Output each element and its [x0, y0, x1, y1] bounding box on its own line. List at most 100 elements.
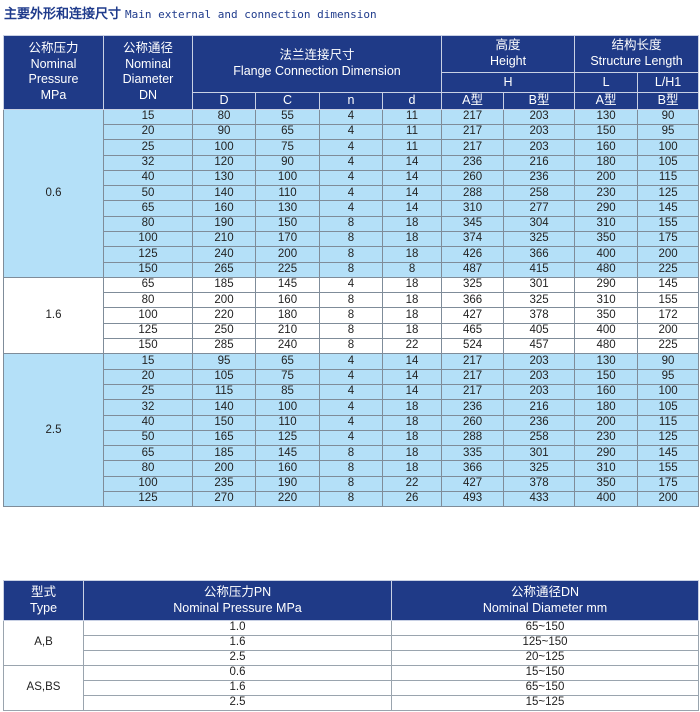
data-cell: 8	[319, 460, 383, 477]
data-cell: 150	[574, 123, 639, 141]
data-cell: 465	[441, 322, 505, 340]
table-row: 80 200 160 8 18 366 325 310 155	[4, 292, 700, 309]
table-row: 2.5 15 95 65 4 14 217 203 130 90	[3, 353, 700, 508]
header-text: 公称压力	[28, 41, 79, 56]
data-cell: 145	[637, 445, 700, 462]
data-cell: 180	[574, 154, 639, 171]
data-cell: 4	[319, 200, 383, 217]
subheader-cell: A型	[441, 92, 505, 110]
data-cell: 40	[103, 169, 193, 187]
data-cell: 110	[255, 414, 320, 431]
data-cell: 230	[574, 185, 639, 202]
data-cell: 18	[381, 399, 443, 416]
data-cell: 145	[637, 200, 700, 217]
data-cell: 4	[319, 414, 383, 431]
data-cell: 250	[192, 322, 256, 340]
data-cell: 185	[192, 445, 256, 462]
data-cell: 258	[503, 185, 576, 202]
data-cell: 11	[381, 139, 443, 156]
table-row: 1.6 65~150	[4, 680, 699, 696]
table-row: 2.5 15~125	[4, 695, 699, 711]
data-cell: 325	[503, 460, 576, 477]
header-text: MPa	[40, 87, 67, 102]
header-H: H	[441, 72, 576, 93]
data-cell: 426	[441, 246, 505, 263]
data-cell: 200	[192, 460, 256, 477]
data-cell: 125	[637, 185, 700, 202]
data-cell: 270	[192, 491, 256, 508]
data-cell: 105	[637, 399, 700, 416]
subheader-cell: n	[319, 92, 383, 110]
data-cell: 105	[192, 368, 256, 385]
data-cell: 15~125	[391, 695, 699, 711]
data-cell: 8	[319, 475, 383, 493]
data-cell: 236	[503, 414, 576, 431]
data-cell: 265	[192, 261, 256, 278]
data-cell: 8	[319, 322, 383, 340]
data-cell: 100	[103, 230, 193, 248]
data-cell: 203	[503, 368, 576, 385]
data-cell: 220	[192, 307, 256, 324]
data-cell: 14	[381, 353, 443, 370]
header-text: Nominal Diameter mm	[482, 600, 608, 615]
data-cell: 288	[441, 185, 505, 202]
data-cell: 80	[192, 108, 256, 125]
data-cell: 140	[192, 399, 256, 416]
data-cell: 8	[319, 246, 383, 263]
data-cell: 125	[103, 491, 193, 508]
data-cell: 65	[103, 276, 193, 294]
data-cell: 65~150	[391, 620, 699, 636]
data-cell: 150	[255, 215, 320, 233]
data-cell: 236	[441, 399, 505, 416]
data-cell: 200	[574, 414, 639, 431]
data-cell: 8	[319, 215, 383, 233]
header-text: Flange Connection Dimension	[233, 64, 401, 78]
data-cell: 26	[381, 491, 443, 508]
data-cell: 18	[381, 215, 443, 233]
header-text: DN	[138, 87, 158, 102]
data-cell: 350	[574, 475, 639, 493]
header-text: Height	[489, 54, 527, 68]
table-row: 125 250 210 8 18 465 405 400 200	[4, 322, 700, 340]
data-cell: 374	[441, 230, 505, 248]
data-cell: 14	[381, 368, 443, 385]
header-text: 型式	[30, 584, 56, 599]
data-cell: 75	[255, 139, 320, 156]
data-cell: 32	[103, 399, 193, 416]
data-cell: 18	[381, 276, 443, 294]
data-cell: 200	[574, 169, 639, 187]
data-cell: 22	[381, 475, 443, 493]
table-row: 100 235 190 8 22 427 378 350 175	[4, 475, 700, 493]
data-cell: 150	[103, 261, 193, 278]
data-cell: 277	[503, 200, 576, 217]
data-cell: 130	[574, 108, 639, 125]
data-cell: 100	[255, 169, 320, 187]
data-cell: 18	[381, 460, 443, 477]
header-text: Nominal	[30, 56, 77, 71]
table-row: 1.6 125~150	[4, 635, 699, 651]
data-cell: 4	[319, 139, 383, 156]
data-cell: 290	[574, 276, 639, 294]
data-cell: 100	[637, 139, 700, 156]
data-cell: 170	[255, 230, 320, 248]
data-cell: 0.6	[83, 665, 392, 681]
data-cell: 350	[574, 307, 639, 324]
data-cell: 220	[255, 491, 320, 508]
type-cell: AS,BS	[3, 665, 84, 711]
table-row: 100 210 170 8 18 374 325 350 175	[4, 230, 700, 248]
table-row: 25 115 85 4 14 217 203 160 100	[4, 383, 700, 401]
table-row: 20 105 75 4 14 217 203 150 95	[4, 368, 700, 385]
data-cell: 366	[441, 292, 505, 309]
data-cell: 185	[192, 276, 256, 294]
data-cell: 90	[255, 154, 320, 171]
subheader-cell: B型	[503, 92, 576, 110]
data-cell: 427	[441, 307, 505, 324]
data-cell: 18	[381, 246, 443, 263]
data-cell: 290	[574, 200, 639, 217]
table-row: 40 130 100 4 14 260 236 200 115	[4, 169, 700, 187]
header-text: 公称压力PN	[203, 584, 272, 599]
data-cell: 18	[381, 230, 443, 248]
subheader-cell: D	[192, 92, 256, 110]
table-row: 32 120 90 4 14 236 216 180 105	[4, 154, 700, 171]
data-cell: 65	[255, 353, 320, 370]
